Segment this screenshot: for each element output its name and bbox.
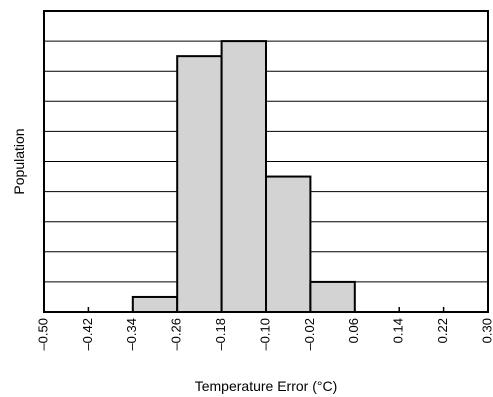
x-axis-label: Temperature Error (°C) — [195, 378, 338, 394]
x-ticks: –0.50 –0.42 –0.34 –0.26 –0.18 –0.10 –0.02 0.06 0… — [35, 307, 493, 351]
histogram-bar — [220, 40, 268, 313]
histogram-bar — [131, 295, 179, 314]
x-tick-label: –0.18 — [213, 318, 228, 351]
x-tick-label: –0.42 — [80, 318, 95, 351]
x-tick-label: 0.30 — [479, 318, 493, 343]
x-tick-label: 0.22 — [435, 318, 450, 343]
x-tick-label: –0.10 — [257, 318, 272, 351]
x-tick-label: 0.06 — [346, 318, 361, 343]
x-tick-label: –0.34 — [124, 318, 139, 351]
x-tick-label: 0.14 — [391, 318, 406, 343]
x-tick-label: –0.50 — [35, 318, 50, 351]
y-axis-label: Population — [11, 128, 27, 194]
x-tick-label: –0.02 — [302, 318, 317, 351]
histogram-bar — [176, 55, 223, 314]
histogram-bar — [265, 175, 312, 313]
histogram-bars — [131, 40, 356, 314]
x-tick-label: –0.26 — [169, 318, 184, 351]
histogram-bar — [309, 280, 356, 313]
